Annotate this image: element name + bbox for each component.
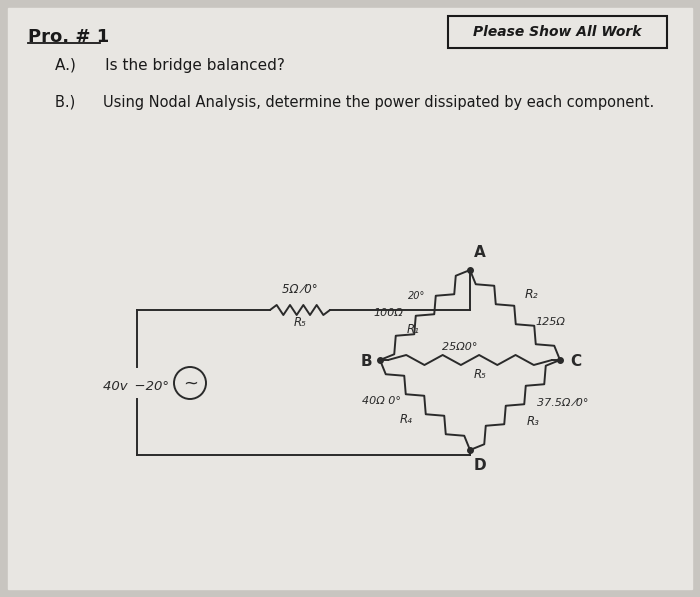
Text: 40v  −20°: 40v −20°: [103, 380, 169, 393]
Text: D: D: [474, 458, 486, 473]
Text: 20°: 20°: [408, 291, 426, 301]
Text: Please Show All Work: Please Show All Work: [473, 25, 642, 39]
Text: B: B: [360, 355, 372, 370]
Text: ~: ~: [183, 375, 199, 393]
Text: 40Ω 0°: 40Ω 0°: [362, 396, 401, 406]
Text: R₅: R₅: [293, 316, 307, 329]
Text: 125Ω: 125Ω: [535, 317, 565, 327]
Text: 37.5Ω ⁄0°: 37.5Ω ⁄0°: [537, 398, 589, 408]
Text: R₅: R₅: [474, 368, 486, 381]
Text: Pro. # 1: Pro. # 1: [28, 28, 109, 46]
Text: R₂: R₂: [525, 288, 538, 301]
Text: 5Ω ⁄0°: 5Ω ⁄0°: [282, 283, 318, 296]
Text: A.)      Is the bridge balanced?: A.) Is the bridge balanced?: [55, 58, 285, 73]
Text: B.)      Using Nodal Analysis, determine the power dissipated by each component.: B.) Using Nodal Analysis, determine the …: [55, 95, 654, 110]
Text: 25Ω⁤0°: 25Ω⁤0°: [442, 342, 477, 352]
Text: R₃: R₃: [527, 415, 540, 428]
Text: R₄: R₄: [400, 413, 413, 426]
Text: 100Ω: 100Ω: [373, 308, 403, 318]
Text: R₁: R₁: [407, 323, 420, 336]
Text: A: A: [474, 245, 486, 260]
Text: C: C: [570, 355, 581, 370]
